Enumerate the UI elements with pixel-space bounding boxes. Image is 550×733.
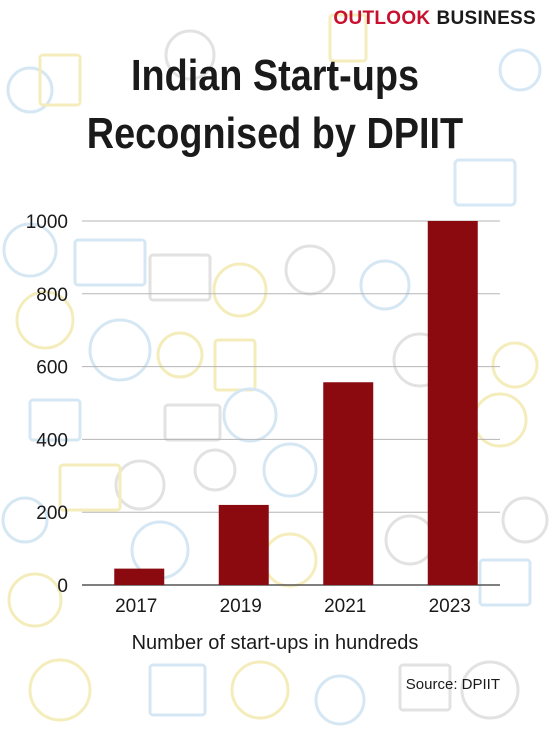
bar-2021 [323, 382, 374, 585]
x-tick-label: 2023 [429, 596, 471, 617]
bar-2023 [427, 221, 478, 585]
bar-2019 [218, 504, 269, 585]
bars-layer [114, 221, 478, 585]
y-tick-label: 0 [57, 576, 68, 597]
y-tick-label: 1000 [26, 212, 68, 233]
chart-title-line-2: Recognised by DPIIT [86, 109, 464, 158]
x-tick-label: 2017 [115, 596, 157, 617]
y-axis-ticks: 0 200 400 600 800 1000 [26, 212, 68, 597]
source-note: Source: DPIIT [405, 676, 500, 693]
chart-title-line-1: Indian Start-ups [130, 51, 420, 100]
y-tick-label: 200 [36, 503, 68, 524]
brand-logo: OUTLOOK BUSINESS [333, 8, 536, 30]
brand-part-1: OUTLOOK [333, 8, 431, 29]
y-tick-label: 400 [36, 430, 68, 451]
brand-part-2: BUSINESS [436, 8, 536, 29]
x-tick-label: 2021 [324, 596, 366, 617]
y-tick-label: 800 [36, 285, 68, 306]
bar-2017 [114, 568, 165, 585]
x-axis-caption: Number of start-ups in hundreds [131, 632, 419, 654]
x-axis-ticks: 2017 2019 2021 2023 [115, 596, 471, 617]
y-tick-label: 600 [36, 358, 68, 379]
x-tick-label: 2019 [220, 596, 262, 617]
